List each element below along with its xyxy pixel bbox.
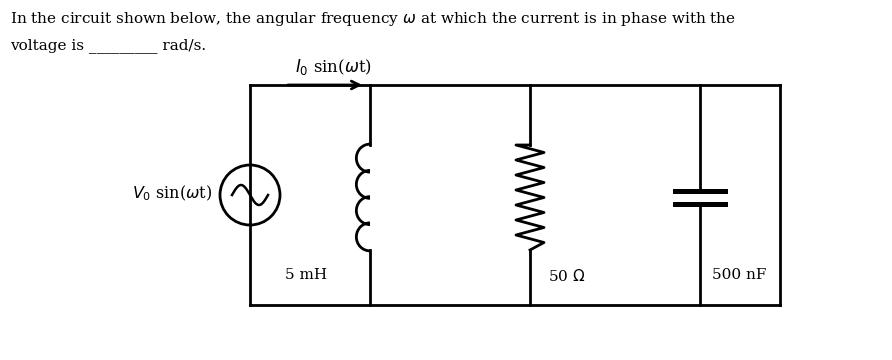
Text: 5 mH: 5 mH (285, 268, 327, 282)
Text: 50 $\Omega$: 50 $\Omega$ (548, 268, 585, 284)
Text: voltage is _________ rad/s.: voltage is _________ rad/s. (10, 38, 206, 53)
Text: 500 nF: 500 nF (712, 268, 766, 282)
Text: $I_0$ sin($\omega$t): $I_0$ sin($\omega$t) (295, 57, 372, 77)
Text: $V_0$ sin($\omega$t): $V_0$ sin($\omega$t) (132, 183, 212, 203)
Text: In the circuit shown below, the angular frequency $\omega$ at which the current : In the circuit shown below, the angular … (10, 10, 736, 28)
